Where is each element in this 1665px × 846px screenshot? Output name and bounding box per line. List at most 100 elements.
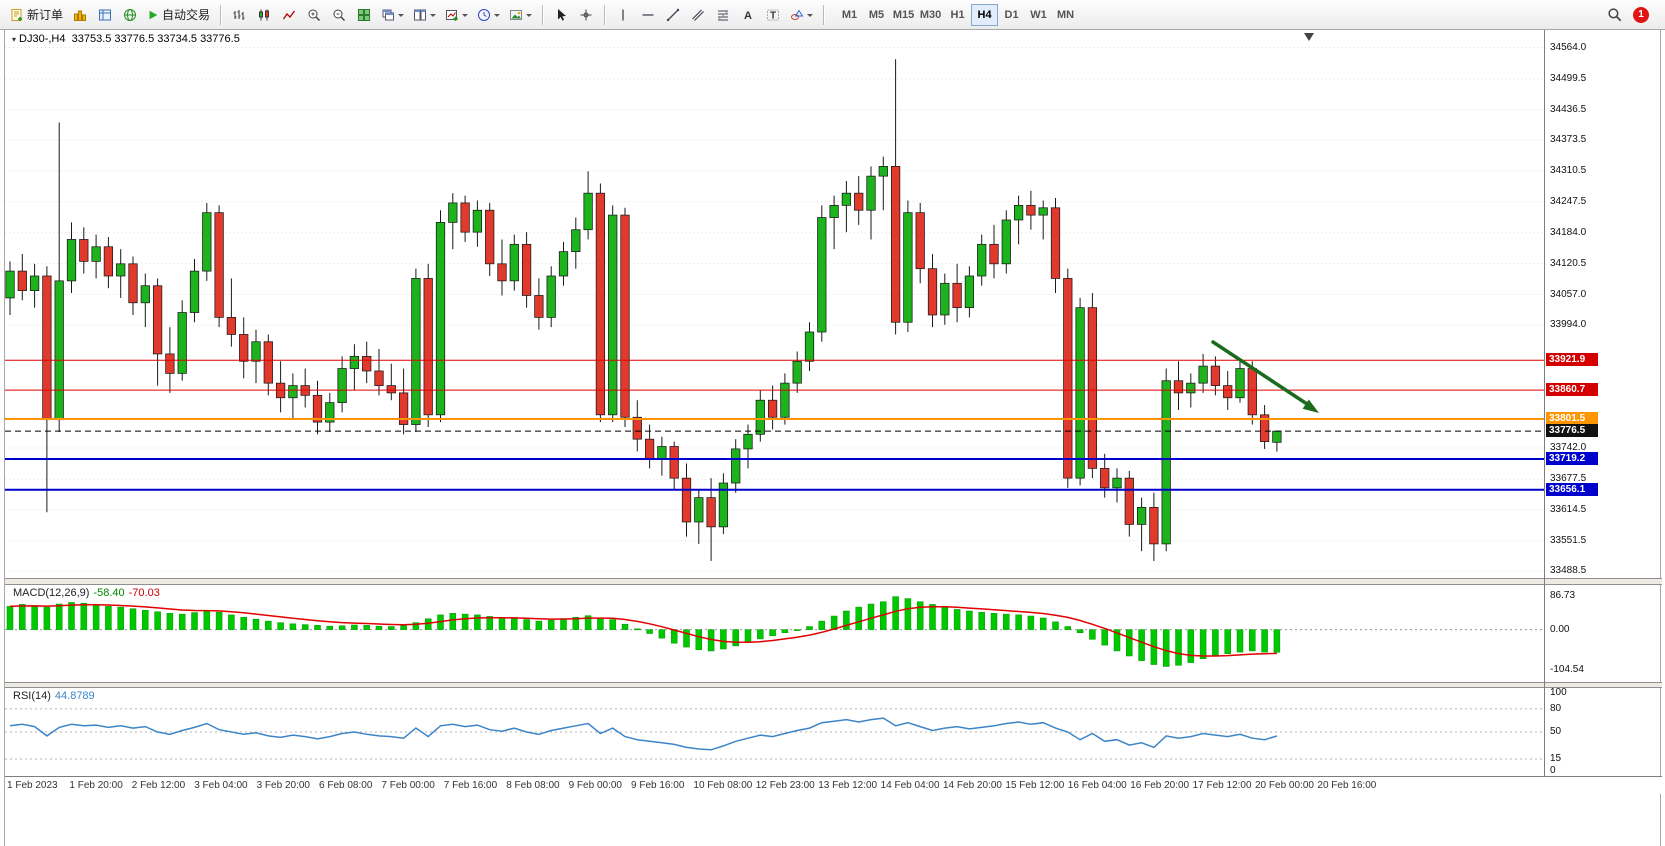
cascade-windows-button[interactable] <box>377 3 408 27</box>
macd-chart-canvas[interactable] <box>5 585 1544 682</box>
time-axis-label: 10 Feb 08:00 <box>693 780 753 791</box>
new-order-button[interactable]: 新订单 <box>6 3 67 27</box>
panel-splitter[interactable] <box>5 682 1662 688</box>
equidistant-channel-button[interactable] <box>686 3 710 27</box>
candlestick-chart-button[interactable] <box>252 3 276 27</box>
rsi-axis[interactable]: 100 80 50 15 0 <box>1545 687 1661 776</box>
ohlc-values: 33753.5 33776.5 33734.5 33776.5 <box>71 33 240 45</box>
time-axis-label: 14 Feb 04:00 <box>880 780 940 791</box>
time-axis-label: 1 Feb 2023 <box>7 780 58 791</box>
cursor-button[interactable] <box>549 3 573 27</box>
new-chart-button[interactable] <box>441 3 472 27</box>
fibonacci-button[interactable] <box>711 3 735 27</box>
fibonacci-icon <box>717 10 729 20</box>
macd-axis-label: 86.73 <box>1550 589 1576 601</box>
price-level-badge: 33776.5 <box>1546 424 1598 438</box>
time-axis-label: 2 Feb 12:00 <box>131 780 186 791</box>
price-axis-label: 33488.5 <box>1550 565 1587 577</box>
line-chart-button[interactable] <box>277 3 301 27</box>
time-axis-label: 17 Feb 12:00 <box>1192 780 1252 791</box>
new-chart-icon <box>446 9 458 21</box>
template-button[interactable] <box>505 3 536 27</box>
line-chart-icon <box>282 10 296 19</box>
main-chart-canvas[interactable] <box>5 30 1544 578</box>
notification-badge[interactable]: 1 <box>1633 6 1649 23</box>
zoom-in-button[interactable] <box>302 3 326 27</box>
market-watch-button[interactable] <box>68 3 92 27</box>
timeframe-button-m5[interactable]: M5 <box>863 4 890 26</box>
channel-icon <box>692 9 704 21</box>
play-icon <box>149 10 158 19</box>
crosshair-icon <box>580 9 592 20</box>
trendline-button[interactable] <box>661 3 685 27</box>
toolbar-separator <box>604 4 606 25</box>
arrange-windows-button[interactable] <box>409 3 440 27</box>
toolbar-separator <box>220 4 222 25</box>
new-order-icon <box>11 8 22 21</box>
tile-windows-button[interactable] <box>352 3 376 27</box>
timeframe-button-h4[interactable]: H4 <box>971 3 999 26</box>
timeframe-button-m15[interactable]: M15 <box>890 4 917 26</box>
price-axis-border <box>1544 30 1545 794</box>
navigator-button[interactable] <box>118 3 142 27</box>
price-level-badge: 33719.2 <box>1546 452 1598 466</box>
bar-chart-button[interactable] <box>227 3 251 27</box>
time-axis-label: 15 Feb 12:00 <box>1005 780 1065 791</box>
price-level-badge: 33921.9 <box>1546 353 1598 367</box>
rsi-chart-canvas[interactable] <box>5 688 1544 776</box>
dropdown-caret-icon <box>462 13 469 20</box>
time-axis-label: 3 Feb 20:00 <box>256 780 310 791</box>
vertical-line-button[interactable] <box>611 3 635 27</box>
macd-main-value: -58.40 <box>93 587 125 599</box>
rsi-axis-label: 80 <box>1550 702 1562 714</box>
symbol-period-label: DJ30-,H4 <box>19 33 66 45</box>
toolbar-separator <box>823 4 825 25</box>
timeframe-button-m30[interactable]: M30 <box>917 4 944 26</box>
horizontal-line-button[interactable] <box>636 3 660 27</box>
subwindow-marker-icon: ▾ <box>12 35 17 44</box>
time-axis-label: 13 Feb 12:00 <box>818 780 878 791</box>
price-level-badge: 33801.5 <box>1546 411 1598 425</box>
price-axis-label: 34310.5 <box>1550 165 1587 177</box>
text-label-icon: T <box>767 9 780 21</box>
tile-windows-icon <box>358 8 371 21</box>
timeframe-button-d1[interactable]: D1 <box>998 4 1025 26</box>
toolbar-separator <box>542 4 544 25</box>
time-axis[interactable]: 1 Feb 2023 1 Feb 20:00 2 Feb 12:00 3 Feb 04… <box>5 776 1662 794</box>
price-axis-label: 33994.0 <box>1550 319 1587 331</box>
period-button[interactable] <box>473 3 504 27</box>
timeframe-button-mn[interactable]: MN <box>1052 4 1079 26</box>
time-axis-label: 9 Feb 16:00 <box>631 780 685 791</box>
crosshair-button[interactable] <box>574 3 598 27</box>
trend-arrow-annotation <box>1211 340 1309 406</box>
zoom-in-icon <box>308 9 321 21</box>
shapes-button[interactable] <box>786 3 817 27</box>
time-axis-label: 8 Feb 08:00 <box>506 780 560 791</box>
price-axis-label: 33677.5 <box>1550 473 1587 485</box>
timeframe-button-h1[interactable]: H1 <box>944 4 971 26</box>
zoom-out-button[interactable] <box>327 3 351 27</box>
timeframe-button-m1[interactable]: M1 <box>836 4 863 26</box>
time-axis-label: 7 Feb 00:00 <box>381 780 435 791</box>
rsi-value: 44.8789 <box>54 690 95 702</box>
data-window-button[interactable] <box>93 3 117 27</box>
time-axis-label: 20 Feb 16:00 <box>1317 780 1377 791</box>
template-image-icon <box>510 9 523 20</box>
price-axis-label: 34499.5 <box>1550 72 1587 84</box>
text-button[interactable]: A <box>736 3 760 27</box>
price-axis-label: 34247.5 <box>1550 195 1587 207</box>
time-axis-label: 16 Feb 04:00 <box>1067 780 1127 791</box>
macd-axis[interactable]: 86.73 0.00 -104.54 <box>1545 585 1661 682</box>
search-button[interactable] <box>1602 3 1626 27</box>
price-axis[interactable]: 34564.0 34499.5 34436.5 34373.5 34310.5 34247… <box>1545 30 1661 578</box>
time-axis-label: 1 Feb 20:00 <box>69 780 123 791</box>
text-label-button[interactable]: T <box>761 3 785 27</box>
panel-splitter[interactable] <box>5 578 1662 585</box>
price-axis-label: 34436.5 <box>1550 103 1587 115</box>
macd-axis-label: -104.54 <box>1550 664 1584 676</box>
timeframe-button-w1[interactable]: W1 <box>1025 4 1052 26</box>
timeframe-group: M1 M5 M15 M30 H1 H4 D1 W1 MN <box>836 3 1079 26</box>
auto-trading-button[interactable]: 自动交易 <box>143 3 214 27</box>
chart-window: ▾ DJ30-,H4 33753.5 33776.5 33734.5 33776.… <box>4 30 1662 846</box>
time-axis-label: 9 Feb 00:00 <box>568 780 622 791</box>
